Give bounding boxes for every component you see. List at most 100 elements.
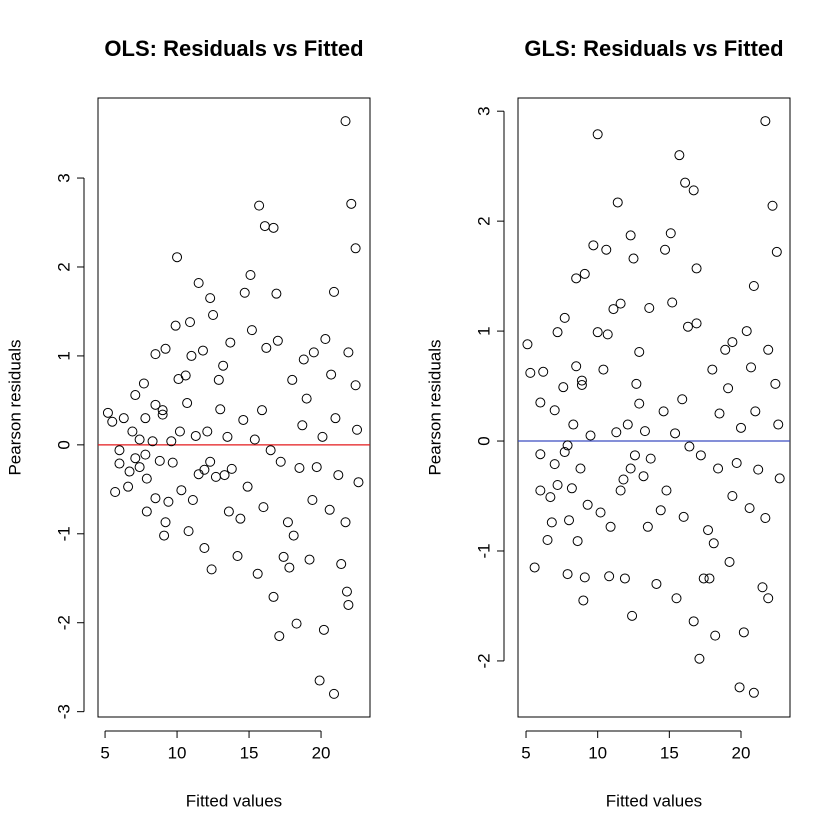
point xyxy=(324,504,335,515)
plot-frame xyxy=(97,97,371,718)
point xyxy=(288,530,299,541)
point xyxy=(760,512,771,523)
y-axis-label: Pearson residuals xyxy=(425,339,444,475)
y-tick-label: 1 xyxy=(474,326,493,335)
point xyxy=(294,462,305,473)
point xyxy=(655,505,666,516)
point xyxy=(138,378,149,389)
point xyxy=(628,253,639,264)
point xyxy=(552,327,563,338)
point xyxy=(199,464,210,475)
point xyxy=(163,496,174,507)
point xyxy=(193,277,204,288)
point xyxy=(634,398,645,409)
point xyxy=(741,326,752,337)
point xyxy=(525,367,536,378)
point xyxy=(579,268,590,279)
point xyxy=(199,543,210,554)
point xyxy=(154,455,165,466)
point xyxy=(205,456,216,467)
point xyxy=(774,473,785,484)
y-axis-label: Pearson residuals xyxy=(5,339,24,475)
point xyxy=(660,244,671,255)
point xyxy=(157,409,168,420)
point xyxy=(176,485,187,496)
point xyxy=(529,562,540,573)
point xyxy=(549,405,560,416)
point xyxy=(748,687,759,698)
point xyxy=(185,317,196,328)
point xyxy=(651,578,662,589)
point xyxy=(576,379,587,390)
point xyxy=(535,397,546,408)
point xyxy=(618,474,629,485)
point xyxy=(172,252,183,263)
point xyxy=(336,559,347,570)
point xyxy=(605,521,616,532)
point xyxy=(571,273,582,284)
point xyxy=(140,413,151,424)
point xyxy=(674,150,685,161)
point xyxy=(688,185,699,196)
point xyxy=(134,462,145,473)
point xyxy=(763,344,774,355)
point xyxy=(734,682,745,693)
y-tick-label: 1 xyxy=(54,351,73,360)
point xyxy=(123,481,134,492)
point xyxy=(545,492,556,503)
point xyxy=(159,530,170,541)
point xyxy=(160,517,171,528)
point xyxy=(318,624,329,635)
point xyxy=(271,288,282,299)
point xyxy=(619,573,630,584)
point xyxy=(140,449,151,460)
point xyxy=(576,375,587,386)
point xyxy=(578,595,589,606)
point xyxy=(611,427,622,438)
point xyxy=(314,675,325,686)
point xyxy=(118,413,129,424)
point xyxy=(695,450,706,461)
point xyxy=(353,477,364,488)
point xyxy=(542,534,553,545)
point xyxy=(572,536,583,547)
point xyxy=(535,449,546,460)
point xyxy=(713,463,724,474)
point xyxy=(642,521,653,532)
point xyxy=(757,582,768,593)
point xyxy=(546,517,557,528)
point xyxy=(644,302,655,313)
point xyxy=(252,568,263,579)
point xyxy=(258,502,269,513)
point xyxy=(748,281,759,292)
point xyxy=(639,426,650,437)
point xyxy=(352,424,363,435)
point xyxy=(242,481,253,492)
point xyxy=(724,556,735,567)
point xyxy=(320,334,331,345)
point xyxy=(341,586,352,597)
point xyxy=(346,198,357,209)
point xyxy=(141,506,152,517)
point xyxy=(658,406,669,417)
point xyxy=(604,571,615,582)
point xyxy=(257,405,268,416)
y-tick-label: 0 xyxy=(474,436,493,445)
point xyxy=(688,616,699,627)
point xyxy=(102,407,113,418)
point xyxy=(249,434,260,445)
point xyxy=(187,494,198,505)
point xyxy=(720,344,731,355)
point xyxy=(329,688,340,699)
y-tick-label: -1 xyxy=(54,526,73,541)
point xyxy=(197,345,208,356)
point xyxy=(694,653,705,664)
point xyxy=(208,310,219,321)
point xyxy=(566,483,577,494)
point xyxy=(558,382,569,393)
point xyxy=(301,393,312,404)
point xyxy=(615,298,626,309)
y-tick-label: 3 xyxy=(474,106,493,115)
point xyxy=(180,370,191,381)
